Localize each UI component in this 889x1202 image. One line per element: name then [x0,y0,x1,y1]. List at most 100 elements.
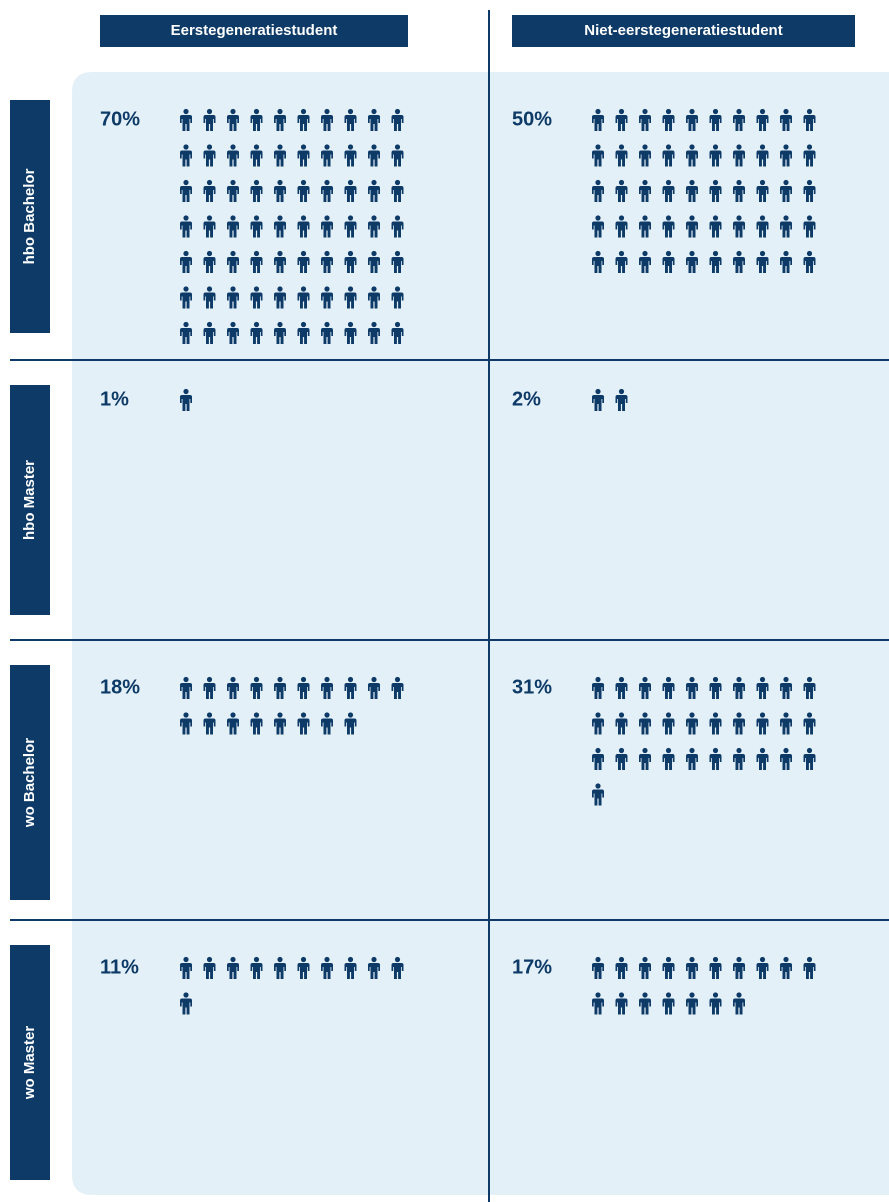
icon-body [592,395,604,411]
person-icon [391,676,404,699]
icon-body [180,328,192,344]
icon-head [665,215,672,221]
icon-head [206,286,213,292]
person-icon [203,215,216,238]
person-icon [274,108,286,131]
icon-head [347,215,354,221]
icon-body [780,683,792,699]
icon-head [783,108,789,115]
icon-body [592,963,604,979]
icon-head [618,992,625,998]
person-icon [321,179,333,202]
icon-body [756,718,769,735]
person-icon [639,992,651,1015]
person-icon [803,250,816,273]
icon-head [736,250,742,257]
icon-head [371,321,377,328]
icon-head [324,321,330,328]
icon-body [297,328,310,344]
icon-body [709,221,722,238]
icon-head [618,179,625,186]
icon-body [250,718,263,735]
icon-head [783,144,789,150]
icon-head [665,179,672,186]
icon-head [371,956,377,963]
icon-head [347,144,354,150]
person-icon [756,179,769,202]
icon-head [759,108,766,115]
icon-body [615,998,628,1015]
icon-body [250,150,263,167]
person-icon [639,676,651,699]
person-icon [180,108,192,131]
icon-head [595,250,601,257]
icon-head [806,108,813,115]
icon-head [206,215,213,221]
icon-body [733,150,745,167]
icon-body [368,257,380,273]
icon-body [274,221,286,238]
person-icon [274,712,286,735]
icon-body [592,221,604,238]
icon-body [391,115,404,131]
icon-head [230,144,236,150]
icon-head [595,215,601,221]
person-icon [180,676,192,699]
icon-body [297,963,310,979]
icon-body [180,115,192,131]
person-icon [733,676,745,699]
icon-head [183,676,189,683]
icon-head [230,108,236,115]
person-icon [297,712,310,735]
icon-head [253,179,260,186]
icon-head [183,388,189,395]
icon-body [344,328,357,344]
icon-head [230,215,236,221]
icon-body [639,150,651,167]
icon-head [324,179,330,186]
person-icon [180,992,192,1015]
person-icon [227,215,239,238]
person-icon [709,956,722,979]
person-icon [297,956,310,979]
person-icon [733,144,745,167]
person-icon [803,108,816,131]
person-icon [639,108,651,131]
icon-body [250,221,263,238]
person-icon [344,712,357,735]
icon-body [615,257,628,273]
icon-body [639,115,651,131]
icon-head [618,747,625,754]
icon-head [300,321,307,328]
icon-head [347,321,354,328]
column-header-box [100,15,408,47]
person-icon [615,108,628,131]
icon-head [183,144,189,150]
icon-head [642,179,648,186]
icon-body [391,683,404,699]
person-icon [592,144,604,167]
person-icon [321,286,333,309]
icon-body [321,257,333,273]
icon-body [615,395,628,411]
person-icon [662,179,675,202]
icon-body [709,718,722,735]
person-icon [344,179,357,202]
row-header-box [10,385,50,615]
icon-head [394,144,401,150]
icon-body [344,963,357,979]
icon-body [639,718,651,735]
person-icon [733,992,745,1015]
icon-body [803,150,816,167]
icon-body [250,963,263,979]
person-icon [803,144,816,167]
person-icon [203,250,216,273]
person-icon [662,250,675,273]
person-icon [592,956,604,979]
icon-body [203,328,216,344]
icon-body [780,963,792,979]
icon-head [183,956,189,963]
icon-head [253,956,260,963]
icon-head [642,144,648,150]
icon-body [756,186,769,202]
